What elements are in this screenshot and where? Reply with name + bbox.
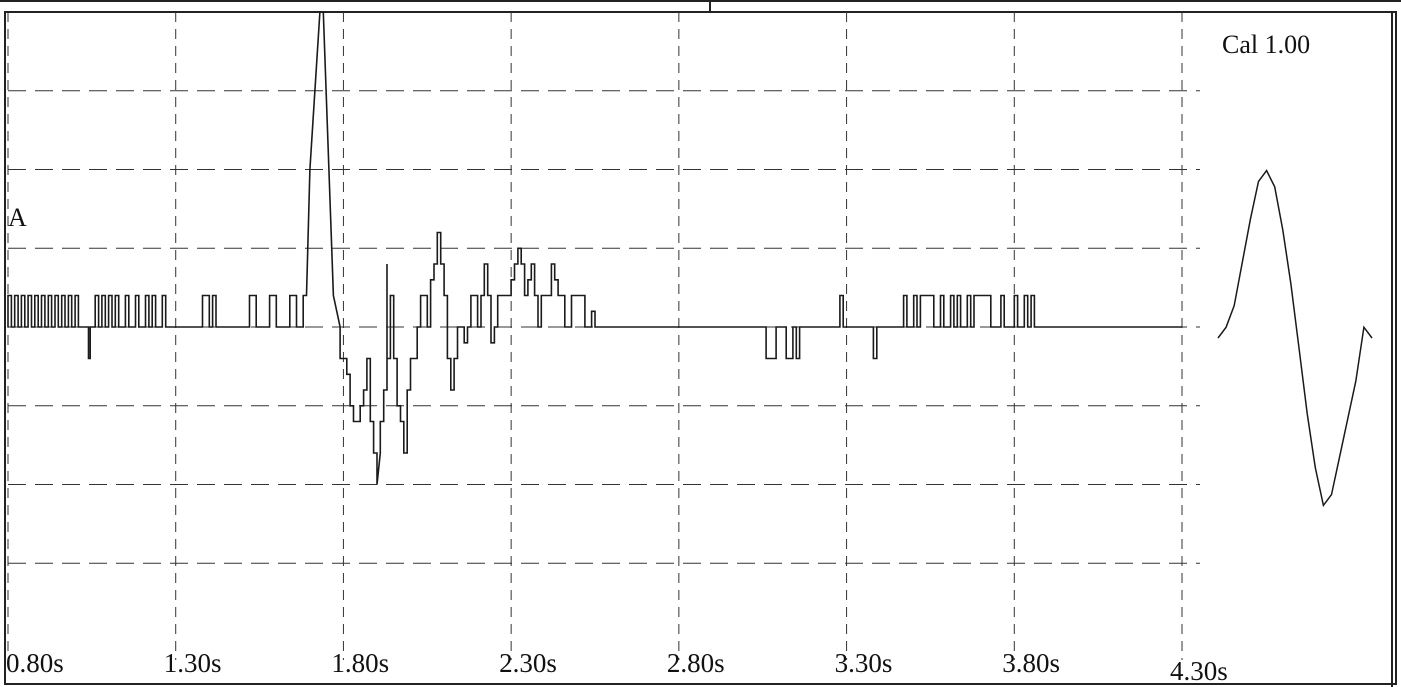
waveform-trace [7,11,1182,485]
x-tick-labels: 0.80s 1.30s 1.80s 2.30s 2.80s 3.30s 3.80s 4.30s [6,648,1228,686]
series-line [7,11,1182,485]
x-tick-label: 4.30s [1170,656,1228,686]
x-tick-label: 3.30s [835,648,893,678]
x-tick-label: 1.30s [164,648,222,678]
plot-frame [4,11,1397,685]
x-tick-label: 1.80s [331,648,389,678]
trace-label: A [8,203,27,232]
x-tick-label: 3.80s [1002,648,1060,678]
calibration-label: Cal 1.00 [1222,30,1310,59]
grid [7,12,1200,660]
x-tick-label: 2.80s [667,648,725,678]
calibration-pulse [1217,169,1373,508]
x-tick-label: 0.80s [6,648,64,678]
x-tick-label: 2.30s [499,648,557,678]
